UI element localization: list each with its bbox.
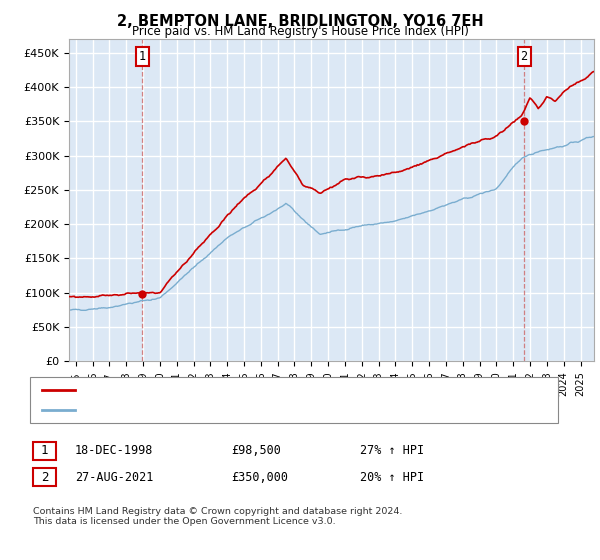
- Text: 1: 1: [139, 50, 146, 63]
- Text: 2: 2: [41, 470, 48, 484]
- Text: 27-AUG-2021: 27-AUG-2021: [75, 470, 154, 484]
- Text: £98,500: £98,500: [231, 444, 281, 458]
- Text: 2, BEMPTON LANE, BRIDLINGTON, YO16 7EH (detached house): 2, BEMPTON LANE, BRIDLINGTON, YO16 7EH (…: [81, 385, 424, 395]
- Text: 1: 1: [41, 444, 48, 458]
- Text: 2, BEMPTON LANE, BRIDLINGTON, YO16 7EH: 2, BEMPTON LANE, BRIDLINGTON, YO16 7EH: [116, 14, 484, 29]
- Text: 27% ↑ HPI: 27% ↑ HPI: [360, 444, 424, 458]
- Text: 18-DEC-1998: 18-DEC-1998: [75, 444, 154, 458]
- Text: Contains HM Land Registry data © Crown copyright and database right 2024.
This d: Contains HM Land Registry data © Crown c…: [33, 507, 403, 526]
- Text: 20% ↑ HPI: 20% ↑ HPI: [360, 470, 424, 484]
- Text: £350,000: £350,000: [231, 470, 288, 484]
- Text: HPI: Average price, detached house, East Riding of Yorkshire: HPI: Average price, detached house, East…: [81, 405, 412, 415]
- Text: 2: 2: [521, 50, 528, 63]
- Text: Price paid vs. HM Land Registry's House Price Index (HPI): Price paid vs. HM Land Registry's House …: [131, 25, 469, 38]
